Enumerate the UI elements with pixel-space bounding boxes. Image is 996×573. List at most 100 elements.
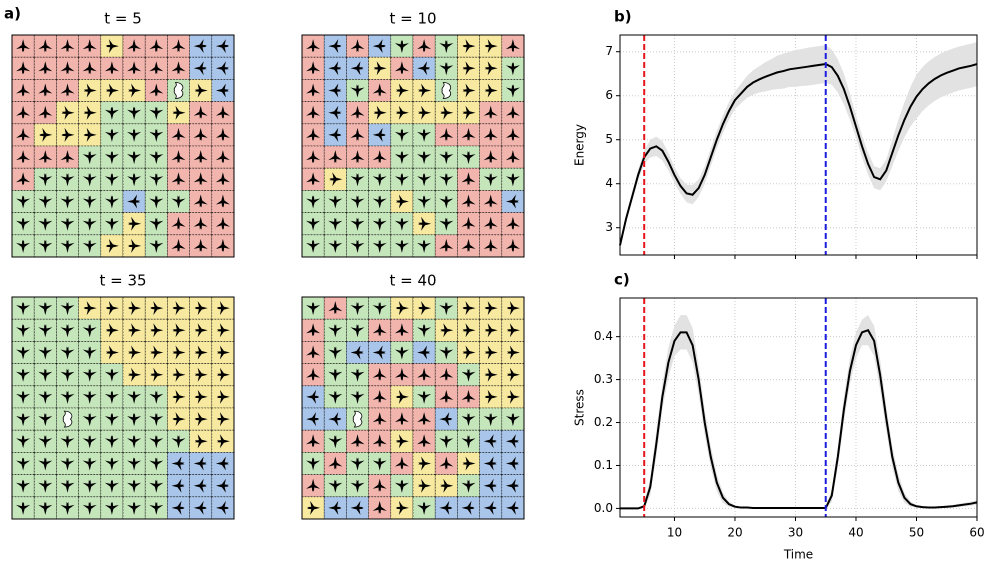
agent-arrow bbox=[149, 106, 164, 120]
agent-arrow bbox=[372, 302, 387, 316]
agent-arrow bbox=[306, 412, 320, 427]
agent-arrow bbox=[483, 194, 498, 208]
agent-arrow bbox=[149, 390, 164, 404]
agent-arrow bbox=[439, 173, 454, 187]
agent-arrow bbox=[127, 106, 142, 120]
agent-arrow bbox=[306, 217, 321, 231]
agent-arrow bbox=[82, 501, 97, 515]
agent-arrow bbox=[439, 412, 453, 427]
agent-arrow bbox=[439, 40, 454, 54]
agent-arrow bbox=[16, 39, 31, 53]
agent-arrow bbox=[394, 173, 409, 187]
agent-arrow bbox=[83, 127, 97, 142]
agent-arrow bbox=[171, 61, 186, 75]
agent-arrow bbox=[484, 83, 498, 98]
x-tick-label: 30 bbox=[788, 526, 803, 540]
agent-arrow bbox=[38, 61, 53, 75]
agent-arrow bbox=[82, 173, 97, 187]
agent-arrow bbox=[461, 151, 476, 165]
agent-arrow bbox=[484, 39, 498, 54]
agent-arrow bbox=[38, 217, 53, 231]
agent-arrow bbox=[127, 479, 142, 493]
agent-arrow bbox=[506, 367, 520, 382]
x-tick-label: 60 bbox=[969, 526, 984, 540]
agent-arrow bbox=[194, 367, 208, 382]
agent-arrow bbox=[194, 345, 208, 360]
agent-arrow bbox=[484, 301, 498, 316]
agent-arrow bbox=[104, 195, 119, 209]
agent-arrow bbox=[418, 478, 432, 493]
agent-arrow bbox=[104, 435, 119, 449]
agent-arrow bbox=[60, 346, 75, 360]
agent-arrow bbox=[149, 128, 164, 142]
agent-arrow bbox=[417, 151, 432, 165]
agent-arrow bbox=[461, 479, 476, 493]
agent-arrow bbox=[128, 323, 142, 338]
agent-arrow bbox=[417, 390, 432, 404]
agent-arrow bbox=[38, 195, 53, 209]
agent-arrow bbox=[150, 367, 164, 382]
agent-arrow bbox=[38, 435, 53, 449]
agent-arrow bbox=[216, 301, 230, 316]
agent-arrow bbox=[194, 83, 208, 98]
agent-arrow bbox=[38, 413, 53, 427]
agent-arrow bbox=[306, 83, 321, 97]
agent-arrow bbox=[505, 478, 519, 493]
agent-arrow bbox=[505, 127, 520, 141]
agent-arrow bbox=[172, 412, 186, 427]
agent-arrow bbox=[483, 173, 498, 187]
y-tick-label: 6 bbox=[605, 88, 613, 102]
agent-arrow bbox=[394, 217, 409, 231]
agent-arrow bbox=[149, 195, 164, 209]
agent-arrow bbox=[82, 390, 97, 404]
agent-arrow bbox=[38, 501, 53, 515]
agent-arrow bbox=[82, 413, 97, 427]
agent-arrow bbox=[104, 390, 119, 404]
agent-arrow bbox=[60, 457, 75, 471]
agent-arrow bbox=[395, 105, 409, 120]
agent-arrow bbox=[350, 105, 365, 119]
agent-arrow bbox=[506, 323, 520, 338]
agent-arrow bbox=[105, 238, 119, 253]
agent-arrow bbox=[505, 434, 519, 449]
agent-arrow bbox=[306, 61, 321, 75]
agent-arrow bbox=[372, 39, 386, 54]
agent-arrow bbox=[83, 301, 97, 316]
agent-arrow bbox=[149, 173, 164, 187]
y-tick-label: 3 bbox=[605, 220, 613, 234]
agent-arrow bbox=[417, 367, 432, 381]
grid-frame bbox=[11, 296, 235, 520]
agent-arrow bbox=[60, 195, 75, 209]
agent-arrow bbox=[60, 501, 75, 515]
agent-arrow bbox=[350, 390, 365, 404]
agent-arrow bbox=[193, 216, 208, 230]
agent-arrow bbox=[328, 83, 342, 98]
agent-arrow bbox=[105, 345, 119, 360]
agent-arrow bbox=[60, 217, 75, 231]
agent-arrow bbox=[149, 39, 164, 53]
agent-arrow bbox=[329, 172, 343, 187]
agent-arrow bbox=[193, 478, 207, 493]
agent-arrow bbox=[306, 127, 321, 141]
agent-arrow bbox=[128, 345, 142, 360]
agent-arrow bbox=[16, 61, 31, 75]
agent-arrow bbox=[172, 323, 186, 338]
special-agent bbox=[352, 410, 363, 428]
agent-arrow bbox=[439, 151, 454, 165]
grid-title: t = 5 bbox=[104, 10, 142, 28]
agent-arrow bbox=[505, 62, 520, 76]
agent-arrow bbox=[105, 323, 119, 338]
agent-arrow bbox=[127, 173, 142, 187]
agent-arrow bbox=[328, 435, 343, 449]
agent-arrow bbox=[60, 150, 75, 164]
agent-arrow bbox=[215, 172, 230, 186]
agent-arrow bbox=[372, 239, 387, 253]
agent-arrow bbox=[395, 434, 409, 449]
agent-arrow bbox=[461, 368, 476, 382]
agent-arrow bbox=[194, 412, 208, 427]
agent-arrow bbox=[350, 84, 365, 98]
agent-arrow bbox=[38, 173, 53, 187]
y-tick-label: 5 bbox=[605, 132, 613, 146]
agent-arrow bbox=[38, 324, 53, 338]
